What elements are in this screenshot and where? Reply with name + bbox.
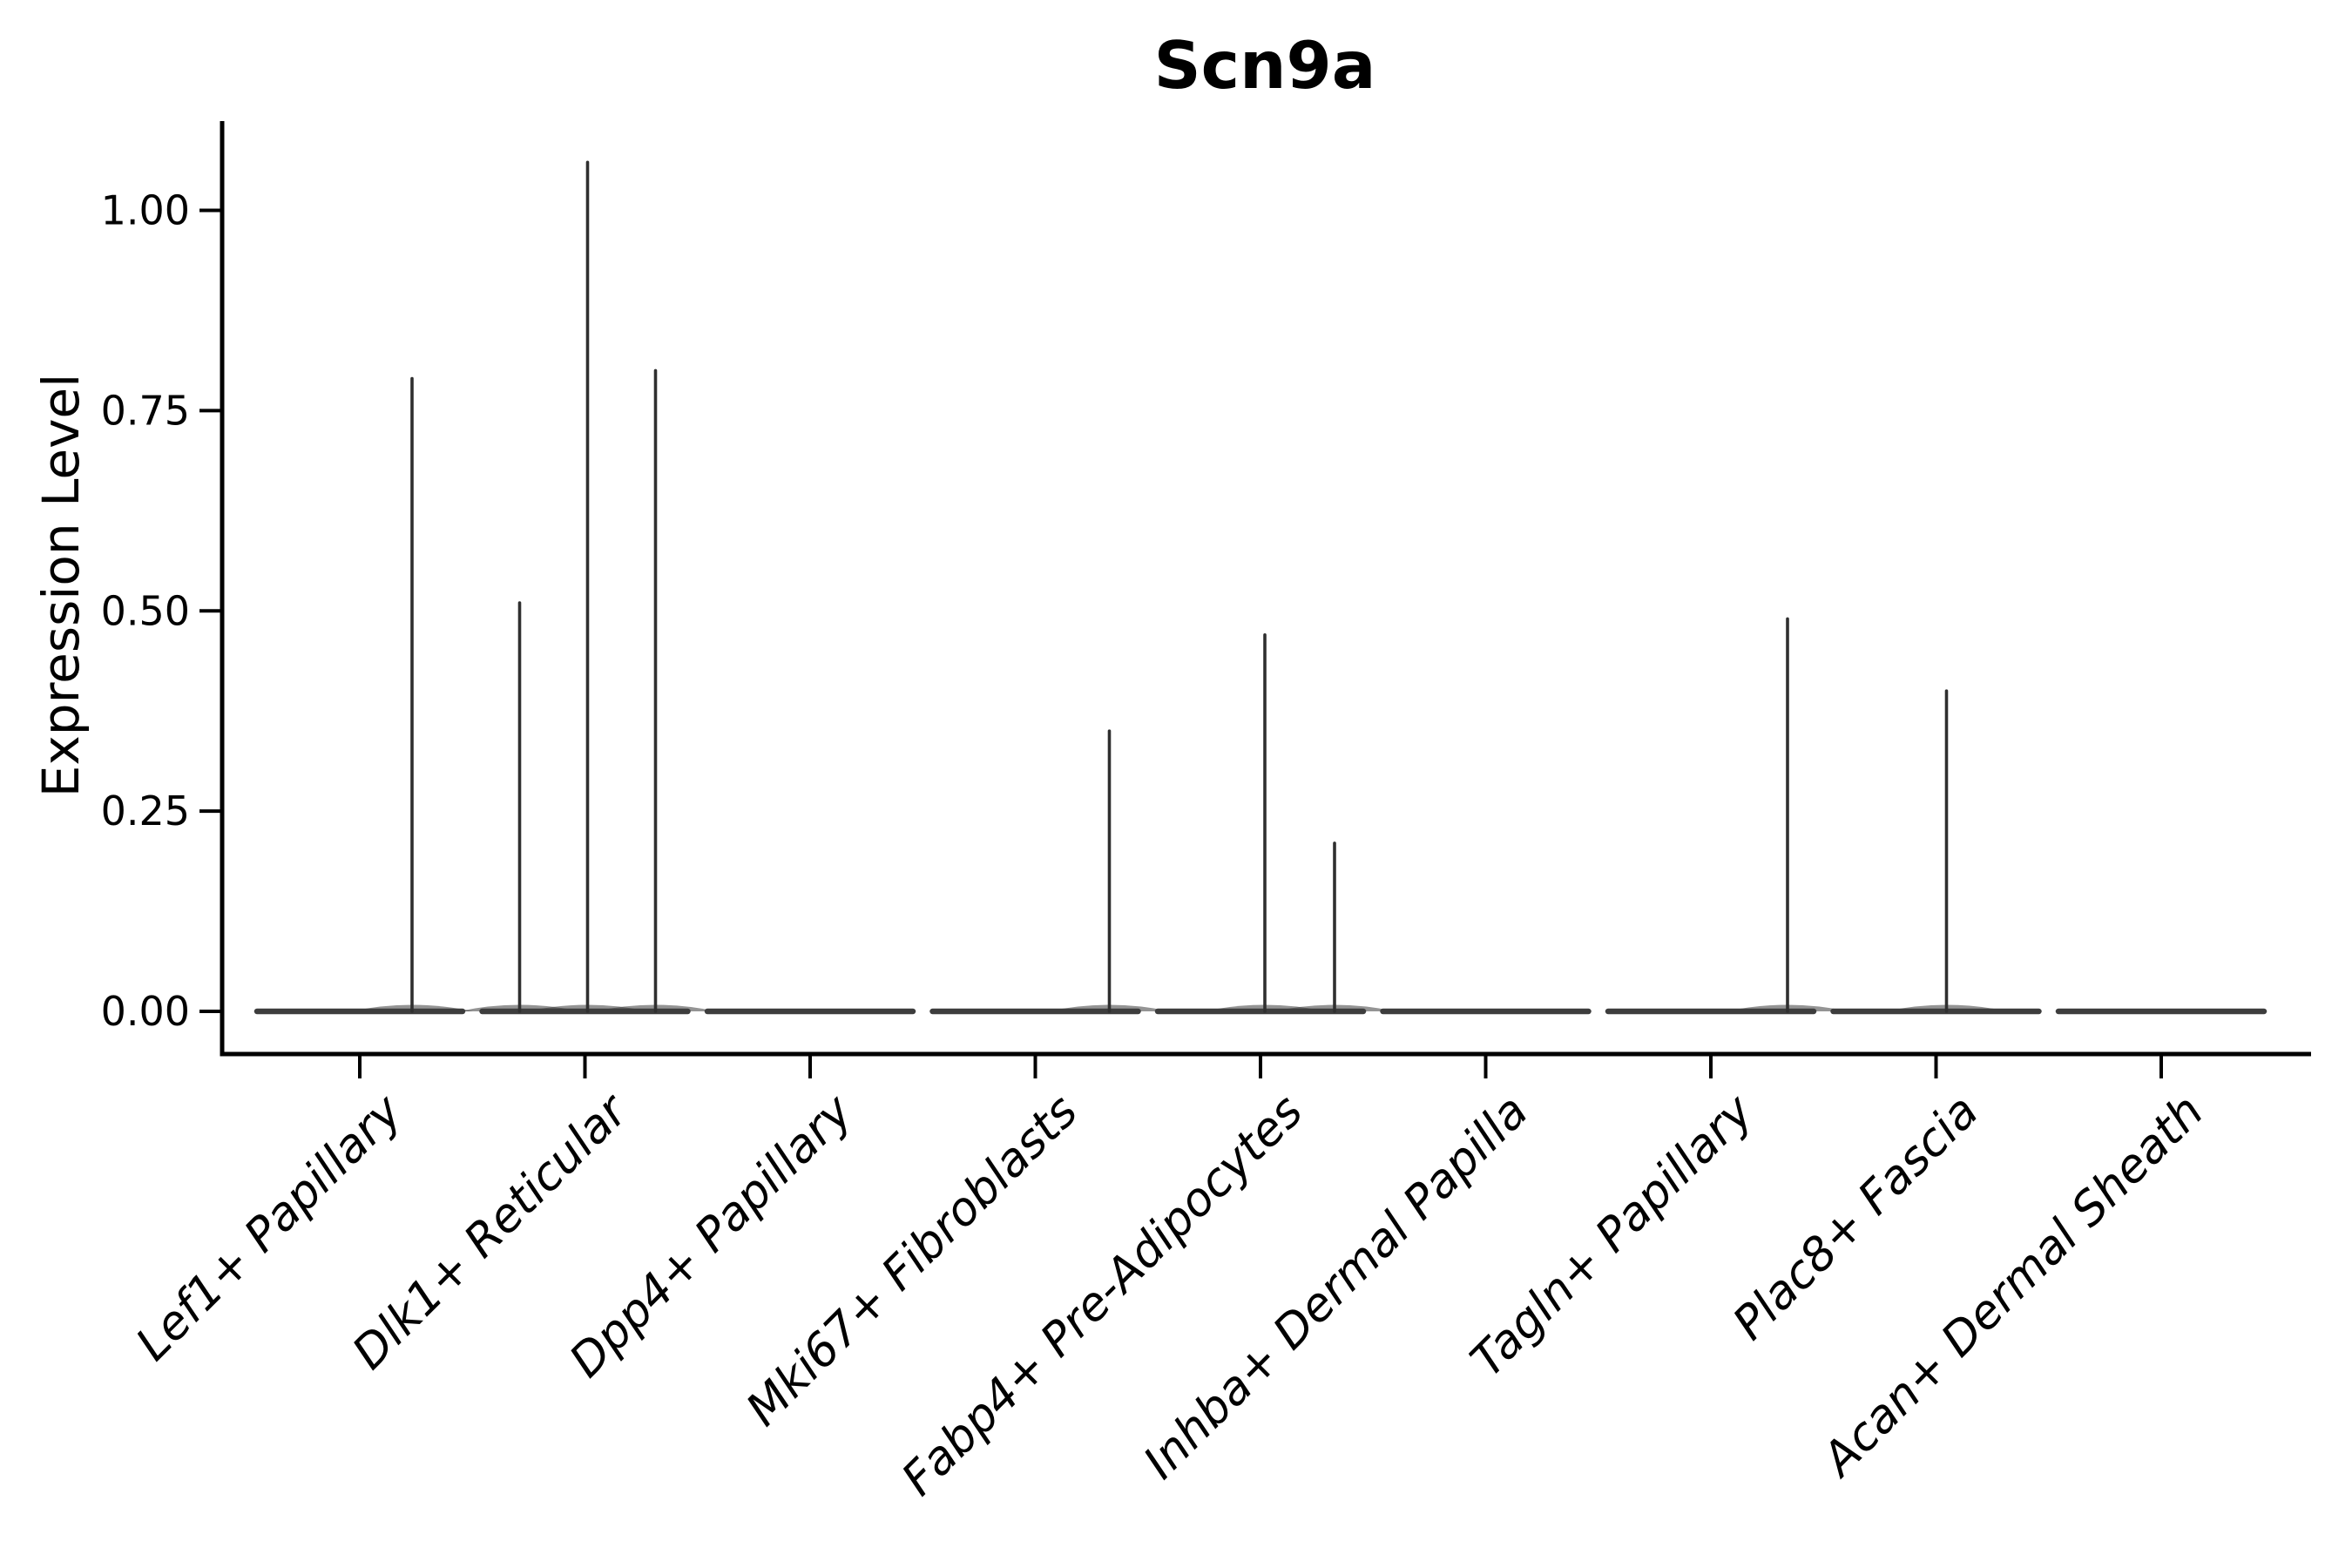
y-tick-label: 1.00 xyxy=(101,187,190,234)
y-tick-label: 0.75 xyxy=(101,387,190,434)
x-tick-label: Plac8+ Fascia xyxy=(1723,1085,1989,1350)
y-tick-label: 0.00 xyxy=(101,988,190,1035)
x-tick-label: Acan+ Dermal Sheath xyxy=(1811,1085,2214,1488)
chart-title: Scn9a xyxy=(1153,27,1376,104)
y-tick-label: 0.50 xyxy=(101,587,190,634)
x-tick-label: Inhba+ Dermal Papilla xyxy=(1133,1085,1538,1489)
x-tick-label: Fabp4+ Pre-Adipocytes xyxy=(892,1085,1314,1506)
y-tick-label: 0.25 xyxy=(101,787,190,835)
